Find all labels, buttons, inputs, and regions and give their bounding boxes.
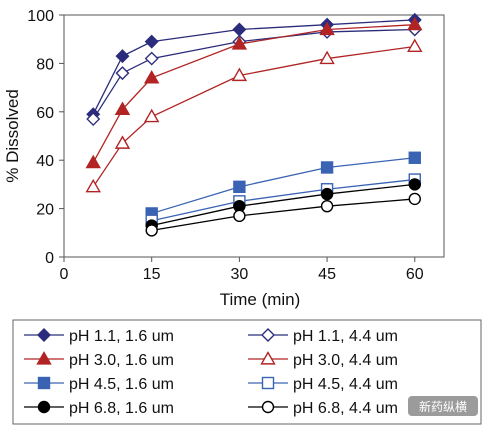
legend-marker (37, 400, 51, 414)
data-point (144, 34, 159, 49)
series-line (92, 19, 415, 115)
x-tick-label: 0 (60, 266, 69, 283)
data-point (143, 108, 160, 123)
plot-frame (63, 14, 445, 258)
y-tick-label: 0 (45, 250, 54, 267)
series-5 (145, 151, 421, 220)
data-point (115, 66, 130, 81)
data-point (232, 22, 247, 37)
y-tick-label: 100 (27, 8, 54, 25)
series-layer (85, 12, 423, 237)
legend-item: pH 6.8, 1.6 um (24, 400, 174, 417)
series-1 (86, 12, 422, 122)
y-tick-label: 20 (36, 202, 54, 219)
legend-marker (261, 328, 275, 342)
y-tick-label: 60 (36, 105, 54, 122)
legend-label: pH 6.8, 1.6 um (69, 400, 174, 417)
x-tick-label: 60 (406, 266, 424, 283)
data-point (143, 70, 160, 84)
watermark-badge (408, 396, 478, 416)
data-point (231, 67, 248, 82)
legend-item: pH 1.1, 4.4 um (248, 328, 398, 345)
series-line (151, 157, 415, 215)
data-point (144, 51, 159, 66)
y-tick-label: 40 (36, 153, 54, 170)
legend-marker (261, 400, 275, 414)
legend-item: pH 4.5, 1.6 um (24, 376, 174, 393)
data-point (320, 187, 334, 201)
legend-marker (37, 376, 51, 390)
legend-item: pH 6.8, 4.4 um (248, 400, 398, 417)
data-point (85, 154, 101, 169)
data-point (85, 178, 101, 193)
watermark-text: 新药纵横 (419, 399, 467, 414)
data-point (319, 21, 335, 36)
legend-label: pH 1.1, 1.6 um (69, 328, 174, 345)
series-3 (85, 16, 423, 169)
data-point (320, 199, 334, 213)
legend-item: pH 3.0, 1.6 um (24, 351, 174, 369)
data-point (408, 178, 421, 191)
watermark: 新药纵横 (408, 396, 478, 416)
data-point (115, 49, 130, 64)
legend-box (12, 319, 482, 425)
legend-label: pH 4.5, 4.4 um (293, 376, 398, 393)
data-point (233, 209, 246, 223)
data-point (233, 180, 246, 194)
legend-item: pH 4.5, 4.4 um (248, 376, 398, 393)
series-line (151, 178, 415, 222)
data-point (114, 101, 131, 115)
series-line (92, 24, 415, 163)
data-point (407, 38, 423, 53)
legend-label: pH 1.1, 4.4 um (293, 328, 398, 345)
data-point (408, 192, 421, 206)
series-line (151, 198, 415, 232)
data-point (407, 16, 423, 31)
series-2 (86, 22, 422, 127)
series-line (92, 45, 415, 188)
y-tick-label: 80 (36, 56, 54, 73)
data-point (408, 151, 421, 164)
data-point (145, 224, 158, 237)
x-axis-label: Time (min) (220, 290, 301, 309)
x-tick-label: 45 (318, 266, 336, 283)
series-4 (85, 38, 423, 193)
legend-marker (36, 351, 52, 365)
data-point (86, 112, 101, 127)
data-point (320, 161, 334, 174)
legend-label: pH 6.8, 4.4 um (293, 400, 398, 417)
x-tick-label: 30 (230, 266, 248, 283)
legend-label: pH 3.0, 1.6 um (69, 352, 174, 369)
legend-marker (260, 351, 276, 365)
data-point (114, 135, 131, 149)
series-line (92, 28, 415, 120)
legend: pH 1.1, 1.6 um pH 1.1, 4.4 um pH 3.0, 1.6 … (12, 319, 482, 425)
y-axis-label: % Dissolved (3, 89, 22, 183)
series-line (151, 183, 415, 227)
axes: 0 20 40 60 80 100 0 15 30 45 60 (27, 8, 445, 283)
series-7 (145, 178, 421, 232)
legend-marker (261, 376, 275, 390)
series-8 (145, 192, 421, 237)
data-point (231, 36, 248, 50)
legend-marker (37, 328, 51, 342)
legend-label: pH 4.5, 1.6 um (69, 376, 174, 393)
legend-item: pH 1.1, 1.6 um (24, 328, 174, 345)
legend-item: pH 3.0, 4.4 um (248, 351, 398, 369)
x-tick-label: 15 (143, 266, 161, 283)
data-point (319, 50, 335, 65)
legend-label: pH 3.0, 4.4 um (293, 352, 398, 369)
